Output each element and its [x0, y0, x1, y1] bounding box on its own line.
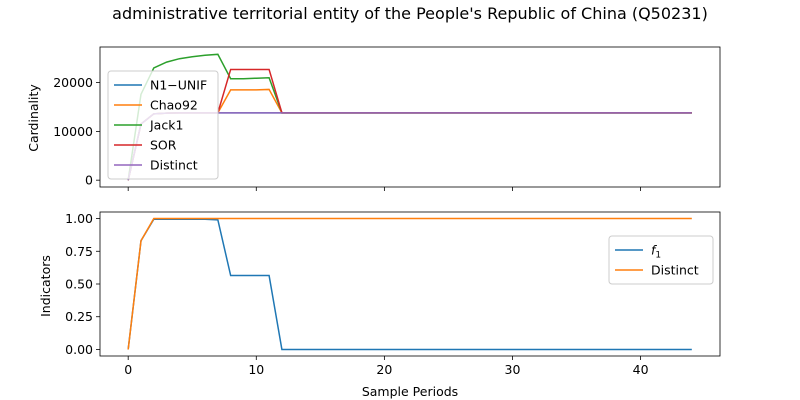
x-tick-label-1-0: 0 [124, 362, 132, 377]
cardinality-axis-label: Cardinality [26, 84, 41, 152]
chart-title: administrative territorial entity of the… [112, 4, 708, 23]
series-line-1-1 [127, 217, 692, 350]
x-tick-label-1-2: 20 [376, 362, 392, 377]
legend-box-0 [107, 70, 219, 180]
legend-label-1-1: Distinct [651, 263, 699, 278]
legend-label-0-0: N1−UNIF [150, 78, 207, 93]
y-tick-label-0-0: 0 [85, 173, 93, 188]
legend-label-1-0: f1 [651, 243, 661, 261]
indicators-panel: Indicators Sample Periods 0.00 0.25 0.50 0.… [38, 211, 721, 399]
y-tick-label-1-1: 0.25 [65, 309, 93, 324]
series-line-0-4 [127, 112, 692, 181]
legend-label-0-1: Chao92 [150, 98, 198, 113]
y-tick-label-1-0: 0.00 [65, 342, 93, 357]
legend-1: f1 Distinct [608, 235, 714, 285]
x-axis-label: Sample Periods [362, 384, 458, 399]
legend-label-0-4: Distinct [150, 158, 198, 173]
series-line-1-0 [127, 218, 692, 351]
y-tick-label-1-4: 1.00 [65, 211, 93, 226]
y-tick-label-1-2: 0.50 [65, 277, 93, 292]
x-tick-label-1-3: 30 [505, 362, 521, 377]
legend-label-0-3: SOR [150, 138, 177, 153]
x-tick-label-1-1: 10 [248, 362, 264, 377]
y-tick-label-0-2: 20000 [53, 75, 93, 90]
y-tick-label-1-3: 0.75 [65, 244, 93, 259]
legend-label-0-2: Jack1 [149, 118, 183, 133]
y-tick-label-0-1: 10000 [53, 124, 93, 139]
legend-0: N1−UNIF Chao92 Jack1 SOR Distinct [107, 70, 219, 180]
legend-box-1 [608, 235, 714, 285]
indicators-axis-label: Indicators [38, 255, 53, 317]
cardinality-panel: Cardinality 0 10000 20000 N1−UNIF Chao92 Jack… [26, 46, 721, 191]
x-tick-label-1-4: 40 [633, 362, 649, 377]
plot-frame-0 [99, 46, 721, 188]
